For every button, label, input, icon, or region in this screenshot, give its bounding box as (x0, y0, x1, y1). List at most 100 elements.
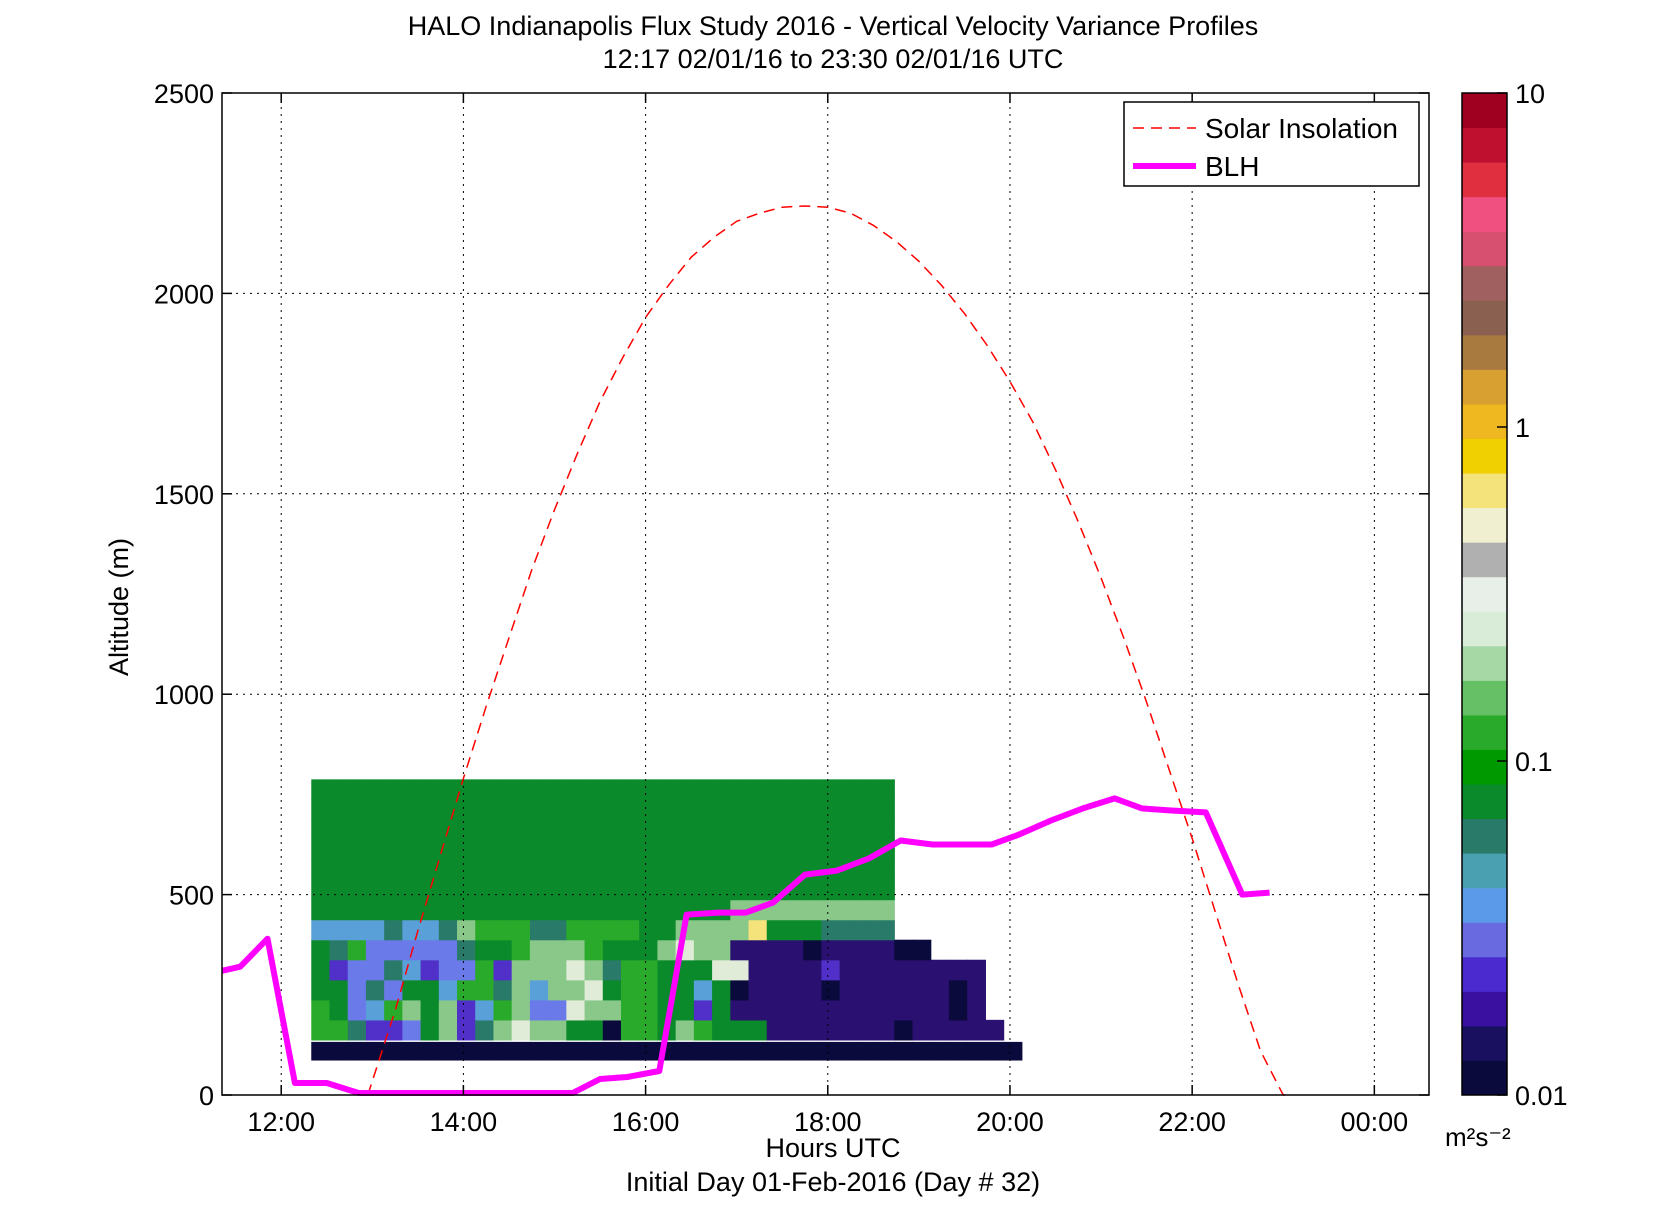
y-tick-label: 500 (169, 881, 214, 911)
heatmap-cell (748, 799, 768, 821)
heatmap-cell (639, 999, 659, 1021)
heatmap-cell (548, 1019, 567, 1041)
heatmap-cell (584, 939, 604, 961)
heatmap-cell (712, 859, 731, 881)
heatmap-cell (639, 979, 659, 1001)
heatmap-cell (930, 959, 950, 981)
heatmap-cell (511, 839, 531, 861)
heatmap-cell (457, 959, 476, 981)
heatmap-cell (384, 839, 403, 861)
heatmap-cell (857, 1041, 877, 1061)
heatmap-cell (511, 939, 531, 961)
heatmap-cells (311, 779, 1023, 1061)
heatmap-cell (329, 1041, 349, 1061)
heatmap-cell (857, 959, 877, 981)
heatmap-cell (639, 799, 659, 821)
heatmap-cell (584, 1041, 604, 1061)
heatmap-cell (511, 899, 531, 921)
heatmap-cell (912, 979, 932, 1001)
heatmap-cell (548, 799, 567, 821)
heatmap-cell (948, 1041, 968, 1061)
heatmap-cell (566, 939, 586, 961)
heatmap-cell (584, 779, 604, 801)
heatmap-cell (803, 979, 822, 1001)
heatmap-cell (566, 839, 586, 861)
heatmap-cell (894, 979, 914, 1001)
heatmap-cell (876, 899, 895, 921)
heatmap-cell (839, 839, 859, 861)
heatmap-cell (748, 839, 768, 861)
heatmap-cell (839, 1041, 859, 1061)
heatmap-cell (912, 1041, 932, 1061)
heatmap-cell (876, 919, 895, 941)
heatmap-cell (803, 919, 822, 941)
heatmap-cell (420, 839, 440, 861)
heatmap-cell (311, 1041, 331, 1061)
colorbar-segment (1462, 93, 1507, 129)
heatmap-cell (620, 779, 640, 801)
y-axis-ticks: 0 500 1000 1500 2000 2500 (154, 79, 1429, 1111)
heatmap-cell (876, 999, 895, 1021)
heatmap-cell (566, 999, 586, 1021)
heatmap-cell (475, 819, 495, 841)
heatmap-cell (365, 799, 385, 821)
heatmap-cell (365, 899, 385, 921)
colorbar-frame (1461, 92, 1508, 1096)
heatmap-cell (438, 799, 458, 821)
heatmap-cell (821, 779, 841, 801)
heatmap-cell (402, 859, 422, 881)
heatmap-cell (566, 919, 586, 941)
x-tick-label: 12:00 (247, 1107, 315, 1137)
heatmap-cell (675, 979, 695, 1001)
colorbar-segment (1462, 231, 1507, 267)
heatmap-cell (930, 1019, 950, 1041)
heatmap-cell (548, 1041, 567, 1061)
heatmap-cell (511, 779, 531, 801)
heatmap-cell (912, 1019, 932, 1041)
heatmap-cell (712, 879, 731, 901)
heatmap-cell (857, 979, 877, 1001)
heatmap-cell (584, 1019, 604, 1041)
heatmap-cell (712, 839, 731, 861)
heatmap-cell (784, 899, 804, 921)
heatmap-cell (420, 819, 440, 841)
heatmap-cell (675, 1019, 695, 1041)
heatmap-cell (876, 979, 895, 1001)
heatmap-cell (839, 799, 859, 821)
heatmap-cell (548, 819, 567, 841)
heatmap-cell (329, 979, 349, 1001)
heatmap-cell (839, 1019, 859, 1041)
colorbar-segment (1462, 403, 1507, 440)
heatmap-cell (803, 939, 822, 961)
heatmap-cell (784, 1041, 804, 1061)
heatmap-cell (529, 859, 549, 881)
heatmap-cell (511, 959, 531, 981)
heatmap-cell (347, 919, 367, 941)
heatmap-cell (566, 799, 586, 821)
heatmap-cell (766, 959, 786, 981)
heatmap-cell (912, 959, 932, 981)
heatmap-cell (529, 779, 549, 801)
colorbar-segment (1462, 438, 1507, 474)
heatmap-cell (438, 959, 458, 981)
heatmap-cell (384, 779, 403, 801)
heatmap-cell (967, 1019, 986, 1041)
heatmap-cell (748, 979, 768, 1001)
colorbar-segment (1462, 334, 1507, 370)
heatmap-cell (347, 819, 367, 841)
heatmap-cell (529, 799, 549, 821)
heatmap-cell (529, 879, 549, 901)
heatmap-cell (784, 919, 804, 941)
colorbar-segment (1462, 1060, 1507, 1096)
colorbar-segment (1462, 887, 1507, 923)
heatmap-cell (420, 1019, 440, 1041)
heatmap-cell (803, 799, 822, 821)
colorbar-ticks: 0.01 0.1 1 10 (1497, 79, 1568, 1111)
heatmap-cell (985, 1019, 1005, 1041)
heatmap-cell (894, 999, 914, 1021)
heatmap-cell (420, 959, 440, 981)
heatmap-cell (329, 939, 349, 961)
heatmap-cell (329, 999, 349, 1021)
heatmap-cell (784, 999, 804, 1021)
heatmap-cell (438, 919, 458, 941)
